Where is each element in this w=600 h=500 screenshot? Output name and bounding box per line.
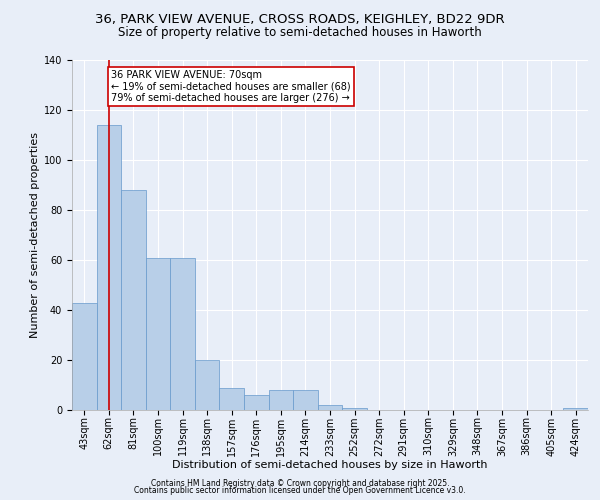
Bar [72, 302, 97, 410]
Bar [97, 125, 121, 410]
Bar [293, 390, 318, 410]
Bar [342, 408, 367, 410]
Bar [220, 388, 244, 410]
Text: Contains HM Land Registry data © Crown copyright and database right 2025.: Contains HM Land Registry data © Crown c… [151, 478, 449, 488]
Bar [244, 395, 269, 410]
Text: Size of property relative to semi-detached houses in Haworth: Size of property relative to semi-detach… [118, 26, 482, 39]
X-axis label: Distribution of semi-detached houses by size in Haworth: Distribution of semi-detached houses by … [172, 460, 488, 470]
Text: Contains public sector information licensed under the Open Government Licence v3: Contains public sector information licen… [134, 486, 466, 495]
Bar [170, 258, 195, 410]
Bar [563, 408, 588, 410]
Bar [195, 360, 220, 410]
Text: 36, PARK VIEW AVENUE, CROSS ROADS, KEIGHLEY, BD22 9DR: 36, PARK VIEW AVENUE, CROSS ROADS, KEIGH… [95, 12, 505, 26]
Bar [269, 390, 293, 410]
Bar [121, 190, 146, 410]
Bar [318, 405, 342, 410]
Y-axis label: Number of semi-detached properties: Number of semi-detached properties [29, 132, 40, 338]
Text: 36 PARK VIEW AVENUE: 70sqm
← 19% of semi-detached houses are smaller (68)
79% of: 36 PARK VIEW AVENUE: 70sqm ← 19% of semi… [112, 70, 351, 103]
Bar [146, 258, 170, 410]
